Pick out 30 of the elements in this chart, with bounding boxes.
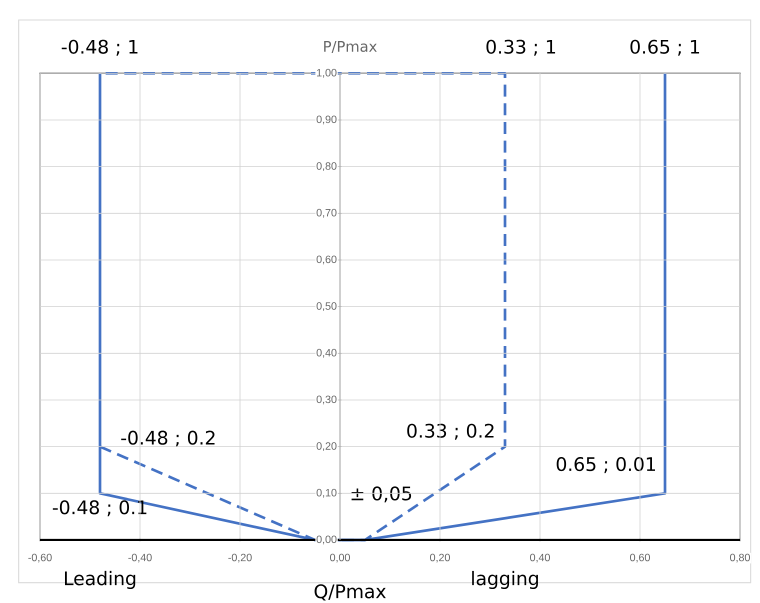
annotation: -0.48 ; 1 <box>62 40 138 56</box>
y-tick-label: 0,20 <box>316 442 337 452</box>
x-axis-title: Q/Pmax <box>314 584 386 601</box>
x-tick-label: 0,40 <box>530 554 550 563</box>
y-tick-label: 0,40 <box>316 349 337 358</box>
x-tick-label: -0,20 <box>228 554 252 563</box>
annotation: 0.33 ; 1 <box>486 40 556 56</box>
y-tick-label: 0,90 <box>316 116 337 125</box>
x-tick-label: 0,80 <box>730 554 750 563</box>
y-tick-label: 1,00 <box>316 69 337 78</box>
text: Leading <box>64 571 136 590</box>
y-tick-label: 0,00 <box>316 536 337 545</box>
x-tick-label: 0,00 <box>330 554 350 563</box>
annotation: -0.48 ; 0.1 <box>52 500 146 516</box>
y-tick-label: 0,70 <box>316 209 337 218</box>
annotation: 0.33 ; 0.2 <box>407 424 494 440</box>
x-tick-label: 0,60 <box>630 554 650 563</box>
y-axis-title: P/Pmax <box>324 41 377 54</box>
x-tick-label: -0,60 <box>28 554 52 563</box>
x-tick-label: -0,40 <box>128 554 152 563</box>
annotation: 0.65 ; 0.01 <box>556 457 655 474</box>
y-tick-label: 0,80 <box>316 162 337 172</box>
y-tick-label: 0,10 <box>316 489 337 498</box>
text: lagging <box>472 571 538 590</box>
y-tick-label: 0,50 <box>316 302 337 312</box>
y-tick-label: 0,60 <box>316 256 337 265</box>
y-tick-label: 0,30 <box>316 396 337 405</box>
annotation: 0.65 ; 1 <box>630 40 700 56</box>
annotation: -0.48 ; 0.2 <box>121 430 215 447</box>
x-tick-label: 0,20 <box>430 554 450 563</box>
